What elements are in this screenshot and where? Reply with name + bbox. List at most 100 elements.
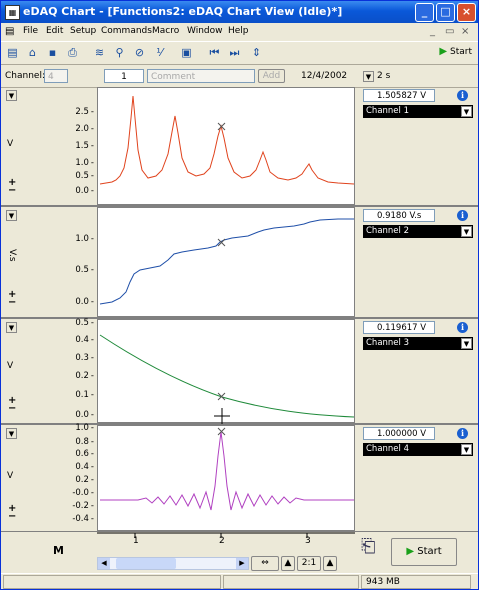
time-tick: 3 [305, 536, 311, 546]
app-icon[interactable]: ▦ [5, 5, 20, 20]
channel-2-value: 0.9180 V.s [363, 209, 435, 222]
menu-macro[interactable]: Macro [152, 26, 180, 36]
toolbar-start-button[interactable]: ▶ Start [439, 46, 472, 57]
ytick: 0.5 [75, 318, 94, 328]
page-field[interactable]: 1 [104, 69, 144, 83]
channel-1-select[interactable]: Channel 1 [363, 105, 473, 118]
time-scale-dropdown[interactable]: ▼ [363, 71, 374, 82]
channel-2-select[interactable]: Channel 2 [363, 225, 473, 238]
channel-3-y-axis: 0.5 0.4 0.3 0.2 0.1 0.0 [41, 318, 97, 423]
zoom-icon[interactable]: ⚲ [115, 46, 124, 59]
close-button[interactable]: × [457, 3, 476, 22]
channel-4-unit: V [7, 471, 14, 481]
channel-3-menu-button[interactable]: ▼ [6, 322, 17, 333]
start-button[interactable]: ▶ Start [391, 538, 457, 566]
channel-stepper[interactable]: 4 [44, 69, 68, 83]
xy-view-icon[interactable]: ⊘ [134, 46, 145, 59]
zoom-in-button[interactable]: ▲ [281, 556, 295, 571]
ytick: 0.4 [75, 335, 94, 345]
menu-commands[interactable]: Commands [101, 26, 152, 36]
time-tick: 1 [133, 536, 139, 546]
ytick: 0.5 [75, 171, 94, 181]
mdi-close-icon[interactable]: × [461, 26, 470, 37]
time-axis-area: M 1 2 3 ◀ ▶ ⇔ ▲ 2:1 ▲ ⎗ ▶ Start [1, 532, 478, 572]
channel-2-select-arrow[interactable]: ▼ [461, 226, 472, 237]
scale-icon[interactable]: ⅟ [156, 46, 163, 59]
menu-bar: ▤ File Edit Setup Commands Macro Window … [1, 23, 478, 40]
toolbar-start-label: Start [450, 47, 472, 57]
scrollbar-thumb[interactable] [116, 558, 176, 569]
go-start-icon[interactable]: ⏮ [209, 46, 220, 59]
zoom-ratio[interactable]: 2:1 [297, 556, 321, 571]
ytick: 0.0 [75, 297, 94, 307]
ytick: 1.0 [75, 158, 94, 168]
title-bar[interactable]: ▦ eDAQ Chart - [Functions2: eDAQ Chart V… [1, 1, 478, 23]
channel-3-info-icon[interactable]: i [457, 322, 468, 333]
channel-4-menu-button[interactable]: ▼ [6, 428, 17, 439]
channel-3-unit: V [7, 361, 14, 371]
channel-1-info-icon[interactable]: i [457, 90, 468, 101]
zoom-fit-button[interactable]: ⇔ [251, 556, 279, 571]
channel-2-plot[interactable] [97, 207, 355, 317]
channel-4-select-arrow[interactable]: ▼ [461, 444, 472, 455]
channel-3-plot[interactable] [97, 319, 355, 424]
menu-help[interactable]: Help [228, 26, 249, 36]
minimize-button[interactable]: _ [415, 3, 434, 22]
channel-1-scale-buttons[interactable]: + − [8, 177, 17, 196]
new-document-icon[interactable]: ▤ [7, 46, 18, 59]
memory-indicator: 943 MB [361, 575, 471, 589]
channel-3-select[interactable]: Channel 3 [363, 337, 473, 350]
ytick: 0.2 [75, 475, 94, 485]
channel-bar: Channel: 4 1 Comment Add 12/4/2002 ▼ 2 s [1, 65, 478, 88]
channel-2-unit: V.s [7, 249, 17, 262]
chart-view-icon[interactable]: ≋ [94, 46, 105, 59]
channel-4-value: 1.000000 V [363, 427, 435, 440]
add-comment-button[interactable]: Add [258, 69, 285, 83]
channel-panel-3: ▼ V +− 0.5 0.4 0.3 0.2 0.1 0.0 ▼ 0.11961… [1, 318, 478, 425]
mdi-minimize-icon[interactable]: _ [430, 26, 435, 37]
menu-file[interactable]: File [23, 26, 39, 36]
channel-2-scale-buttons[interactable]: + − [8, 289, 17, 308]
ytick: 0.0 [75, 410, 94, 420]
ytick: 0.0 [75, 186, 94, 196]
channel-3-select-arrow[interactable]: ▼ [461, 338, 472, 349]
open-folder-icon[interactable]: ⌂ [29, 46, 36, 59]
channel-4-scale-buttons[interactable]: + − [8, 503, 17, 522]
zoom-out-button[interactable]: ▲ [323, 556, 337, 571]
channel-label: Channel: [5, 71, 45, 81]
channel-1-plot[interactable] [97, 87, 355, 205]
comment-input[interactable]: Comment [147, 69, 255, 83]
channel-panel-1: ▼ V +− 2.5 2.0 1.5 1.0 0.5 0.0 ▼ 1.50582… [1, 87, 478, 207]
channel-2-cursor-marker [217, 238, 226, 247]
channel-3-controls: ▼ 0.119617 V i Channel 3 ▼ [361, 319, 478, 423]
scroll-right-icon[interactable]: ▶ [236, 558, 248, 569]
channel-3-scale-buttons[interactable]: + − [8, 395, 17, 414]
save-icon[interactable]: ▪ [48, 46, 57, 59]
toolbar: ▤ ⌂ ▪ ⎙ ≋ ⚲ ⊘ ⅟ ▣ ⏮ ⏭ ⇕ ▶ Start [1, 41, 478, 65]
channel-4-plot[interactable] [97, 425, 355, 531]
channel-1-trace [99, 95, 355, 185]
start-mode-icon[interactable]: ⎗ [361, 536, 376, 557]
document-icon[interactable]: ▤ [5, 26, 15, 37]
channel-1-value: 1.505827 V [363, 89, 435, 102]
channel-4-select[interactable]: Channel 4 [363, 443, 473, 456]
menu-setup[interactable]: Setup [70, 26, 97, 36]
marker-icon[interactable]: M [53, 544, 64, 557]
channel-2-menu-button[interactable]: ▼ [6, 210, 17, 221]
channel-1-menu-button[interactable]: ▼ [6, 90, 17, 101]
marker-icon[interactable]: ⇕ [251, 46, 262, 59]
horizontal-scrollbar[interactable]: ◀ ▶ [97, 557, 249, 570]
scroll-left-icon[interactable]: ◀ [98, 558, 110, 569]
channel-2-info-icon[interactable]: i [457, 210, 468, 221]
maximize-button[interactable]: □ [436, 3, 455, 22]
go-end-icon[interactable]: ⏭ [229, 46, 240, 59]
ytick: 0.3 [75, 353, 94, 363]
print-icon[interactable]: ⎙ [68, 46, 77, 59]
channel-1-select-arrow[interactable]: ▼ [461, 106, 472, 117]
channel-4-info-icon[interactable]: i [457, 428, 468, 439]
mdi-restore-icon[interactable]: ▭ [445, 26, 455, 37]
menu-edit[interactable]: Edit [46, 26, 64, 36]
crosshair-cursor-icon [214, 408, 230, 424]
notebook-icon[interactable]: ▣ [181, 46, 192, 59]
menu-window[interactable]: Window [187, 26, 223, 36]
